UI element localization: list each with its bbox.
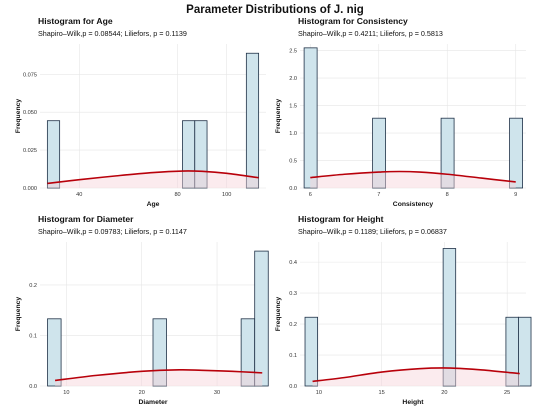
density-curve: [310, 170, 516, 183]
panel-subtitle: Shapiro–Wilk,p = 0.4211; Liliefors, p = …: [298, 29, 443, 38]
density-area: [312, 367, 520, 386]
y-tick-label: 1.5: [289, 104, 297, 110]
y-tick-label: 0.1: [289, 353, 297, 359]
x-tick-label: 40: [76, 192, 82, 198]
y-axis-title: Frequency: [275, 297, 282, 332]
y-tick-label: 0.1: [29, 333, 37, 339]
x-axis-title: Diameter: [138, 399, 167, 406]
density-curve: [47, 170, 259, 185]
x-tick-label: 30: [214, 390, 220, 396]
y-tick-label: 0.050: [23, 110, 37, 116]
histogram-consistency-plot: 0.0 0.5 1.0 1.5 2.0 2.5 6 7 8 9 Consistency Frequen…: [275, 44, 526, 208]
y-tick-label: 0.000: [23, 186, 37, 192]
panel-title: Histogram for Consistency: [298, 16, 408, 26]
y-axis-title: Frequency: [275, 99, 282, 134]
x-tick-label: 7: [377, 192, 380, 198]
x-tick-label: 6: [309, 192, 312, 198]
x-tick-label: 100: [222, 192, 231, 198]
x-axis-title: Age: [147, 201, 160, 208]
panel-consistency: Histogram for Consistency Shapiro–Wilk,p…: [270, 16, 545, 214]
panel-subtitle: Shapiro–Wilk,p = 0.09783; Liliefors, p =…: [38, 227, 187, 236]
x-axis-title: Height: [402, 399, 424, 406]
figure-title: Parameter Distributions of J. nig: [186, 4, 364, 16]
x-tick-label: 20: [139, 390, 145, 396]
histogram-bar-2: [372, 117, 387, 189]
x-tick-label: 10: [63, 390, 69, 396]
panel-subtitle: Shapiro–Wilk,p = 0.08544; Liliefors, p =…: [38, 29, 187, 38]
histogram-bar-3: [440, 117, 455, 189]
x-tick-label: 20: [441, 390, 447, 396]
x-tick-label: 15: [378, 390, 384, 396]
density-curve: [54, 368, 263, 382]
histogram-bar-1: [304, 316, 318, 387]
x-axis-title: Consistency: [393, 201, 434, 208]
histogram-diameter-plot: 0.0 0.1 0.2 10 20 30 Diameter Frequency: [15, 242, 269, 406]
histogram-bar-2: [442, 248, 457, 387]
histogram-bar-1: [47, 318, 62, 387]
y-tick-label: 1.0: [289, 131, 297, 137]
x-tick-label: 9: [514, 192, 517, 198]
histogram-height-plot: 0.0 0.1 0.2 0.3 0.4 10 15 20 25 Height Frequency: [275, 242, 532, 406]
y-tick-label: 2.5: [289, 49, 297, 55]
x-tick-label: 25: [504, 390, 510, 396]
histogram-bar-4: [245, 52, 260, 189]
histogram-bar-4: [518, 316, 532, 387]
density-area: [47, 170, 259, 188]
panel-title: Histogram for Height: [298, 214, 384, 224]
y-tick-label: 0.0: [289, 384, 297, 390]
y-tick-label: 0.4: [289, 260, 297, 266]
panel-title: Histogram for Age: [38, 16, 113, 26]
density-curve: [312, 367, 520, 383]
histogram-bar-1: [46, 120, 61, 189]
panel-age: Histogram for Age Shapiro–Wilk,p = 0.085…: [10, 16, 285, 214]
panel-height: Histogram for Height Shapiro–Wilk,p = 0.…: [270, 214, 545, 412]
panel-title: Histogram for Diameter: [38, 214, 134, 224]
x-tick-label: 10: [316, 390, 322, 396]
density-area: [55, 369, 263, 386]
y-tick-label: 0.075: [23, 72, 37, 78]
histogram-bar-2: [152, 318, 167, 387]
y-tick-label: 0.0: [29, 384, 37, 390]
y-tick-label: 0.2: [29, 283, 37, 289]
density-area: [310, 171, 516, 188]
histogram-bar-4: [509, 117, 523, 189]
panel-diameter: Histogram for Diameter Shapiro–Wilk,p = …: [10, 214, 285, 412]
y-tick-label: 0.2: [289, 322, 297, 328]
y-tick-label: 0.5: [289, 159, 297, 165]
histogram-age-plot: 0.000 0.025 0.050 0.075 40 80 100 Age Frequency: [15, 44, 266, 208]
y-axis-title: Frequency: [15, 297, 22, 332]
y-tick-label: 0.3: [289, 291, 297, 297]
panel-subtitle: Shapiro–Wilk,p = 0.1189; Liliefors, p = …: [298, 227, 447, 236]
x-tick-label: 8: [446, 192, 449, 198]
x-tick-label: 80: [174, 192, 180, 198]
y-tick-label: 0.025: [23, 148, 37, 154]
y-axis-title: Frequency: [15, 99, 22, 134]
histogram-bar-4: [254, 250, 269, 387]
y-tick-label: 0.0: [289, 186, 297, 192]
y-tick-label: 2.0: [289, 76, 297, 82]
histogram-bar-1: [303, 47, 318, 189]
